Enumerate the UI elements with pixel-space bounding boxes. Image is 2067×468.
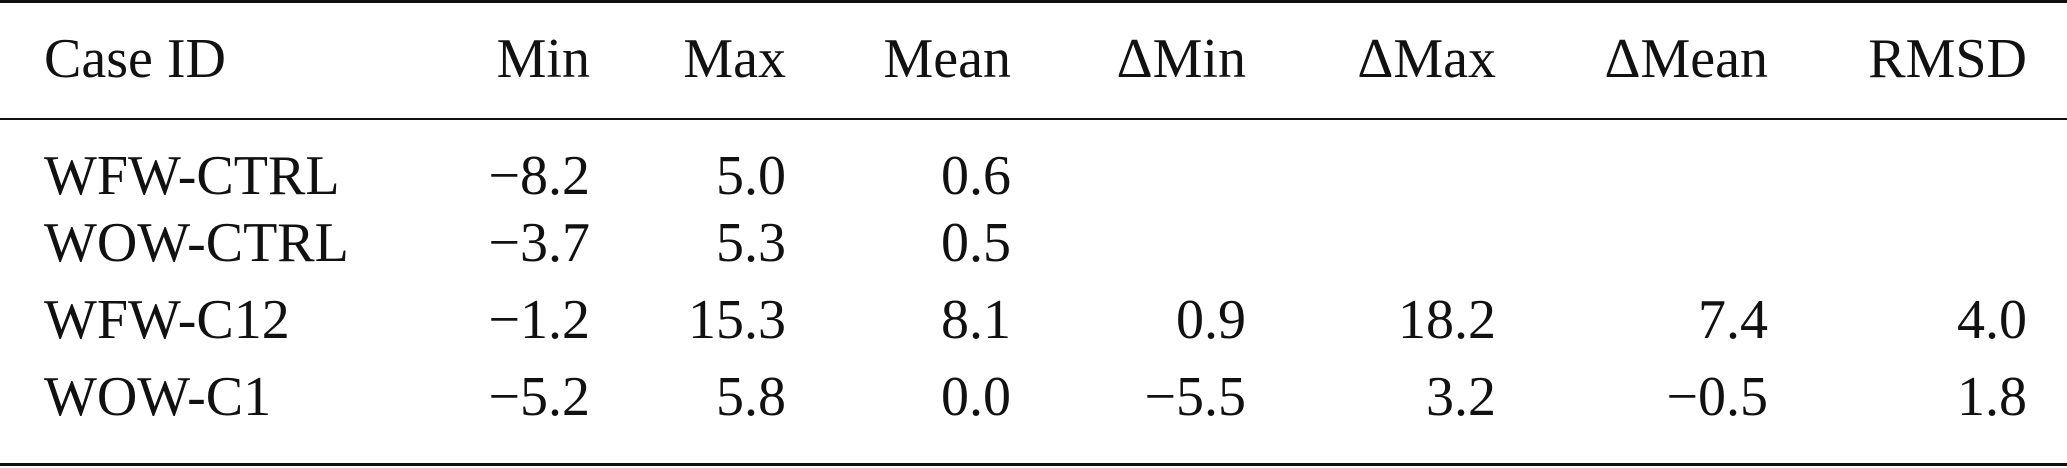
cell-mean: 0.5 bbox=[941, 211, 1011, 274]
cell-delta-mean bbox=[1496, 118, 1768, 204]
header-delta-min: ΔMin bbox=[1116, 28, 1246, 90]
row-spacer bbox=[2027, 281, 2067, 358]
row-spacer bbox=[2027, 118, 2067, 204]
cell-delta-min: −5.5 bbox=[1144, 365, 1246, 428]
table-row: WOW-C1 −5.2 5.8 0.0 −5.5 3.2 −0.5 1.8 bbox=[0, 358, 2067, 435]
header-row: Case ID Min Max Mean ΔMin ΔMax ΔMean RMS… bbox=[0, 0, 2067, 118]
header-min: Min bbox=[496, 28, 590, 90]
cell-mean: 0.6 bbox=[941, 145, 1011, 207]
cell-rmsd bbox=[1768, 204, 2027, 281]
cell-delta-mean: 7.4 bbox=[1698, 288, 1768, 351]
table-row: WFW-CTRL −8.2 5.0 0.6 bbox=[0, 118, 2067, 204]
header-spacer bbox=[2027, 0, 2067, 118]
cell-delta-max: 18.2 bbox=[1398, 288, 1496, 351]
cell-delta-mean: −0.5 bbox=[1666, 365, 1768, 428]
data-table: Case ID Min Max Mean ΔMin ΔMax ΔMean RMS… bbox=[0, 0, 2067, 435]
cell-rmsd: 1.8 bbox=[1957, 365, 2027, 428]
cell-delta-min: 0.9 bbox=[1176, 288, 1246, 351]
cell-mean: 0.0 bbox=[941, 365, 1011, 428]
header-mean: Mean bbox=[883, 28, 1011, 90]
cell-delta-min bbox=[1011, 118, 1246, 204]
cell-case-id: WOW-CTRL bbox=[44, 211, 349, 274]
cell-max: 5.3 bbox=[716, 211, 786, 274]
cell-case-id: WOW-C1 bbox=[44, 365, 272, 428]
cell-min: −1.2 bbox=[488, 288, 590, 351]
header-max: Max bbox=[683, 28, 786, 90]
table-row: WFW-C12 −1.2 15.3 8.1 0.9 18.2 7.4 4.0 bbox=[0, 281, 2067, 358]
row-spacer bbox=[2027, 204, 2067, 281]
cell-case-id: WFW-CTRL bbox=[44, 145, 340, 207]
header-rmsd: RMSD bbox=[1868, 28, 2027, 90]
bottom-rule bbox=[0, 463, 2067, 466]
cell-case-id: WFW-C12 bbox=[44, 288, 290, 351]
top-rule bbox=[0, 0, 2067, 3]
cell-mean: 8.1 bbox=[941, 288, 1011, 351]
row-spacer bbox=[2027, 358, 2067, 435]
cell-delta-max bbox=[1246, 118, 1496, 204]
cell-min: −3.7 bbox=[488, 211, 590, 274]
cell-min: −8.2 bbox=[488, 145, 590, 207]
cell-delta-mean bbox=[1496, 204, 1768, 281]
cell-delta-max bbox=[1246, 204, 1496, 281]
cell-delta-max: 3.2 bbox=[1426, 365, 1496, 428]
table-row: WOW-CTRL −3.7 5.3 0.5 bbox=[0, 204, 2067, 281]
header-rule bbox=[0, 118, 2067, 120]
cell-delta-min bbox=[1011, 204, 1246, 281]
header-delta-mean: ΔMean bbox=[1604, 28, 1768, 90]
header-delta-max: ΔMax bbox=[1357, 28, 1496, 90]
header-case-id: Case ID bbox=[44, 28, 226, 90]
cell-rmsd bbox=[1768, 118, 2027, 204]
cell-min: −5.2 bbox=[488, 365, 590, 428]
cell-max: 5.8 bbox=[716, 365, 786, 428]
cell-max: 5.0 bbox=[716, 145, 786, 207]
cell-rmsd: 4.0 bbox=[1957, 288, 2027, 351]
cell-max: 15.3 bbox=[688, 288, 786, 351]
